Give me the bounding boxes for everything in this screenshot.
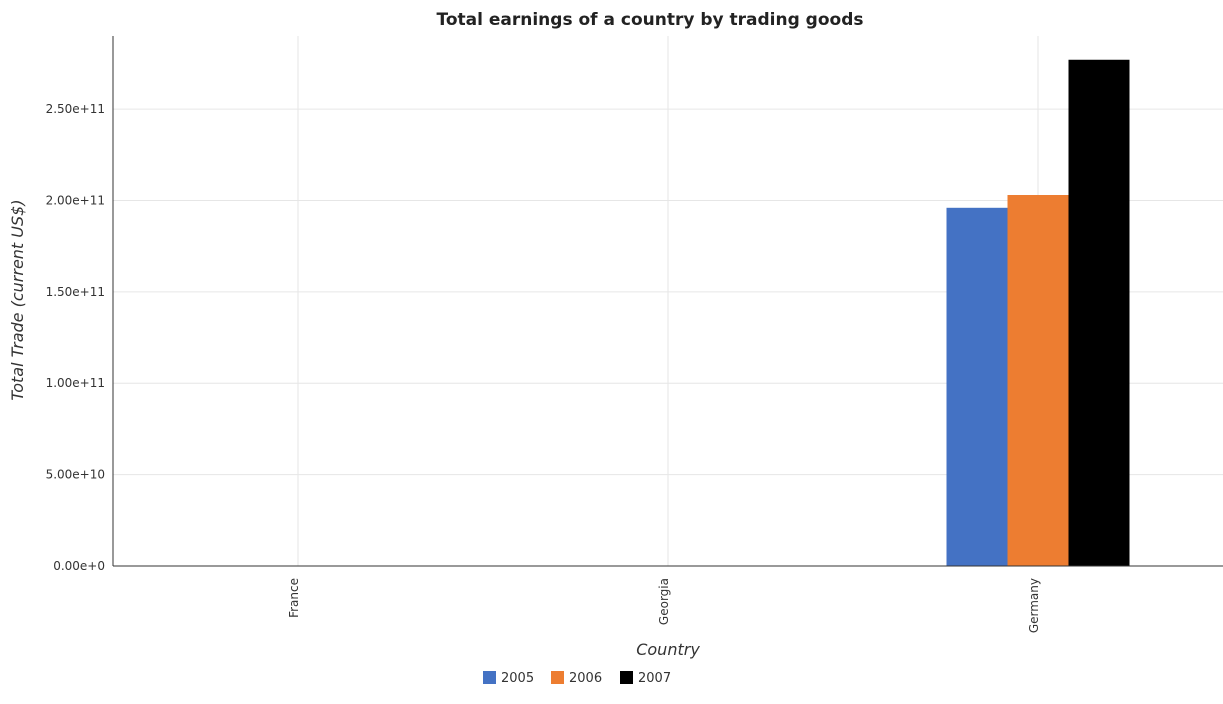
bars (946, 59, 1130, 567)
legend-label-2005: 2005 (501, 671, 534, 686)
x-axis-label: Country (636, 640, 700, 659)
y-tick-label: 1.50e+11 (46, 285, 105, 299)
legend: 2005 2006 2007 (483, 671, 671, 686)
legend-swatch-2005 (483, 671, 496, 684)
legend-swatch-2006 (551, 671, 564, 684)
bar-2005-germany (946, 207, 1008, 567)
legend-label-2007: 2007 (638, 671, 671, 686)
y-axis-label: Total Trade (current US$) (8, 199, 27, 400)
y-tick-label: 5.00e+10 (46, 468, 105, 482)
y-tick-label: 1.00e+11 (46, 376, 105, 390)
x-tick-label: France (287, 578, 301, 618)
bar-2006-germany (1007, 195, 1069, 566)
y-tick-label: 0.00e+0 (53, 559, 105, 573)
axes (112, 36, 1223, 567)
chart-title: Total earnings of a country by trading g… (437, 10, 864, 30)
y-tick-label: 2.00e+11 (46, 193, 105, 207)
x-tick-label: Georgia (657, 578, 671, 625)
legend-label-2006: 2006 (569, 671, 602, 686)
y-tick-label: 2.50e+11 (46, 102, 105, 116)
x-tick-label: Germany (1027, 578, 1041, 633)
tick-labels: 0.00e+0 5.00e+10 1.00e+11 1.50e+11 2.00e+11 2… (46, 102, 1041, 633)
legend-swatch-2007 (620, 671, 633, 684)
bar-2007-germany (1068, 59, 1130, 567)
